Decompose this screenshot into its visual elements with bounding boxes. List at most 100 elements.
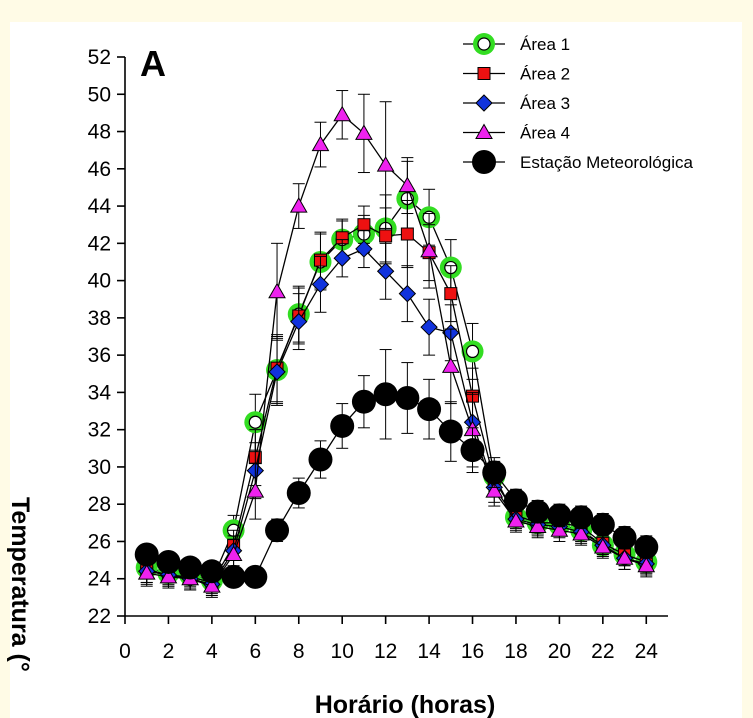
legend-item-1-label: Área 1 xyxy=(520,35,570,54)
series-3-point xyxy=(420,318,438,336)
x-tick-label: 12 xyxy=(374,640,397,663)
series-5-point xyxy=(395,385,420,410)
x-tick-label: 10 xyxy=(331,640,354,663)
legend-item-4: Área 4 xyxy=(463,123,570,143)
series-4-point xyxy=(159,567,178,584)
x-tick-label: 2 xyxy=(163,640,175,663)
x-axis-title: Horário (horas) xyxy=(315,691,496,718)
panel-label: A xyxy=(140,43,166,84)
series-3-point xyxy=(290,312,308,331)
legend-item-3-label: Área 3 xyxy=(520,94,570,113)
series xyxy=(134,90,659,598)
y-tick-label: 40 xyxy=(88,270,111,293)
series-4-point xyxy=(550,521,569,537)
x-tick-label: 20 xyxy=(548,640,571,663)
legend-item-2: Área 2 xyxy=(463,65,570,84)
y-tick-label: 50 xyxy=(88,83,111,106)
series-5-point xyxy=(503,488,528,513)
y-tick-label: 30 xyxy=(88,456,111,479)
series-5-point xyxy=(373,382,398,407)
y-tick-label: 24 xyxy=(88,568,112,591)
series-3-point xyxy=(398,284,417,303)
legend-item-5-label: Estação Meteorológica xyxy=(520,153,693,172)
series-5-point xyxy=(330,413,355,438)
series-5-point xyxy=(569,505,594,530)
x-tick-label: 16 xyxy=(461,640,484,663)
series-2-point xyxy=(357,218,371,232)
series-5-point xyxy=(590,512,615,537)
series-5 xyxy=(134,349,659,589)
series-4-point xyxy=(615,549,634,565)
legend-item-5: Estação Meteorológica xyxy=(463,150,693,174)
series-5-point xyxy=(156,549,181,574)
y-tick-label: 42 xyxy=(88,232,111,255)
y-tick-label: 32 xyxy=(88,419,111,442)
legend-item-1-marker xyxy=(477,37,491,51)
y-tick-label: 26 xyxy=(88,530,111,553)
y-tick-label: 52 xyxy=(88,46,111,69)
series-5-point xyxy=(308,447,333,472)
series-3 xyxy=(138,229,655,597)
y-tick-label: 22 xyxy=(88,605,111,628)
y-tick-label: 34 xyxy=(88,381,112,404)
x-tick-label: 8 xyxy=(293,640,305,663)
series-5-point xyxy=(134,542,159,567)
series-3-point xyxy=(355,240,373,258)
series-4-point xyxy=(572,525,590,541)
y-tick-label: 46 xyxy=(88,158,111,181)
plot-area xyxy=(10,22,742,718)
series-4-point xyxy=(289,197,308,213)
series-5-point xyxy=(460,438,485,463)
legend-item-2-marker xyxy=(477,67,491,80)
series-5-point xyxy=(525,499,550,524)
legend-item-3: Área 3 xyxy=(463,94,570,113)
series-5-point xyxy=(221,564,246,589)
series-4-point xyxy=(398,176,417,193)
series-2-point xyxy=(400,227,414,241)
x-tick-label: 24 xyxy=(635,640,659,663)
series-4-point xyxy=(333,105,352,122)
legend-item-4-label: Área 4 xyxy=(520,124,570,143)
series-5-point xyxy=(178,555,203,580)
legend-item-5-marker xyxy=(472,150,496,174)
series-4-point xyxy=(203,577,221,593)
y-axis-title: Temperatura (° xyxy=(6,497,34,672)
series-4-point xyxy=(420,241,438,258)
series-5-point xyxy=(417,397,442,422)
x-tick-label: 22 xyxy=(591,640,614,663)
series-4-point xyxy=(355,124,373,140)
legend-item-4-marker xyxy=(475,123,493,139)
series-4-point xyxy=(441,357,460,373)
x-tick-label: 0 xyxy=(119,640,131,663)
series-3-point xyxy=(311,275,330,294)
series-3-point xyxy=(376,262,395,280)
x-tick-label: 6 xyxy=(249,640,261,663)
series-4-point xyxy=(137,564,156,580)
legend-item-2-label: Área 2 xyxy=(520,65,570,84)
series-4-point xyxy=(593,538,612,554)
series-5-point xyxy=(286,481,311,506)
series-4-point xyxy=(376,156,395,172)
series-5-point xyxy=(351,389,376,414)
series-4-point xyxy=(485,482,504,498)
series-5-point xyxy=(612,525,637,550)
series-2-point xyxy=(379,229,393,243)
x-tick-label: 14 xyxy=(417,640,441,663)
series-4-point xyxy=(507,511,525,528)
legend-item-1: Área 1 xyxy=(463,33,570,55)
series-3-point xyxy=(333,249,351,267)
y-tick-label: 48 xyxy=(88,121,111,144)
series-5-point xyxy=(482,460,507,485)
y-tick-label: 38 xyxy=(88,307,111,330)
y-tick-label: 36 xyxy=(88,344,111,367)
series-5-point xyxy=(547,503,572,528)
series-2-point xyxy=(444,287,458,301)
series-4-point xyxy=(224,545,243,562)
legend: Área 1 Área 2 Área 3 Área 4 Estação Meteorol… xyxy=(463,33,693,174)
series-4-point xyxy=(311,135,330,152)
y-tick-label: 44 xyxy=(88,195,112,218)
series-5-point xyxy=(199,559,224,584)
